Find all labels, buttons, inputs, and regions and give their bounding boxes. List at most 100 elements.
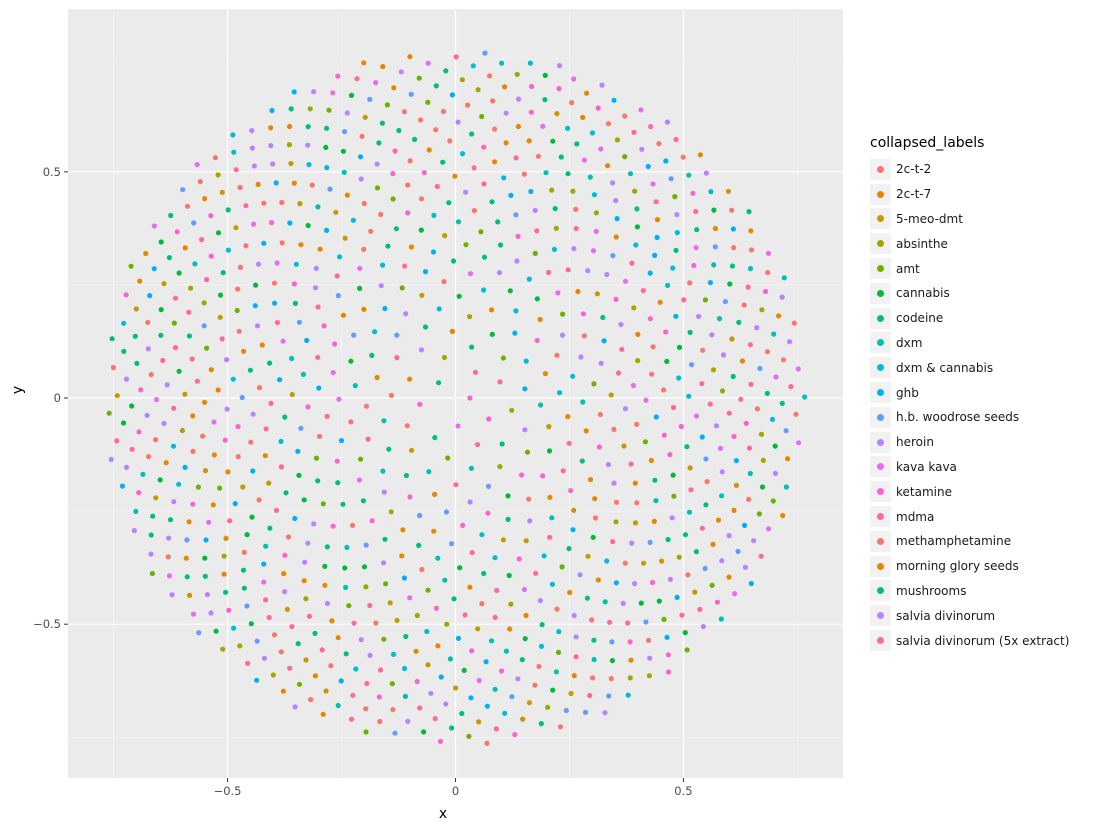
data-point [673, 136, 679, 143]
data-point [217, 485, 223, 491]
data-point [557, 724, 564, 730]
data-point [483, 659, 489, 665]
data-point [440, 159, 446, 165]
data-point [627, 171, 634, 177]
data-point [610, 539, 616, 545]
data-point [402, 263, 408, 269]
legend-label: amt [896, 261, 920, 276]
data-point [714, 599, 721, 605]
data-point [255, 261, 262, 267]
data-point [532, 682, 538, 688]
data-point [418, 347, 424, 353]
data-point [593, 210, 600, 216]
data-point [381, 560, 387, 566]
data-point [449, 328, 455, 334]
data-point [446, 200, 452, 206]
data-point [262, 453, 268, 459]
data-point [328, 663, 334, 669]
data-point [779, 294, 785, 300]
data-point [587, 477, 594, 483]
data-point [303, 657, 309, 663]
data-point [282, 552, 288, 559]
legend-item: heroin [870, 430, 1095, 455]
data-point [340, 312, 346, 318]
data-point [643, 397, 649, 403]
data-point [240, 484, 246, 490]
data-point [213, 628, 219, 634]
data-point [358, 154, 364, 160]
data-point [261, 561, 267, 567]
data-point [682, 630, 688, 636]
data-point [254, 638, 260, 644]
data-point [671, 493, 677, 499]
data-point [136, 429, 142, 435]
data-point [206, 519, 212, 525]
legend-label: 2c-t-7 [896, 187, 932, 202]
data-point [785, 456, 791, 462]
data-point [244, 603, 250, 609]
data-point [573, 225, 579, 232]
data-point [167, 517, 174, 523]
data-point [445, 455, 451, 461]
data-point [201, 323, 207, 329]
data-point [571, 612, 577, 619]
data-point [719, 493, 725, 499]
data-point [632, 581, 638, 587]
data-point [523, 538, 529, 544]
data-point [403, 633, 409, 640]
data-point [665, 652, 672, 658]
data-point [571, 246, 577, 252]
data-point [650, 579, 656, 586]
data-point [388, 509, 394, 515]
data-point [554, 111, 560, 117]
data-point [545, 704, 551, 710]
legend-label: mdma [896, 509, 935, 524]
data-point [399, 285, 405, 291]
data-point [322, 563, 328, 570]
data-point [263, 597, 269, 603]
data-point [292, 515, 298, 522]
data-point [354, 76, 360, 82]
data-point [421, 170, 427, 176]
data-point [426, 469, 432, 475]
data-point [699, 525, 706, 531]
data-point [509, 407, 515, 413]
data-point [717, 445, 724, 451]
data-point [342, 129, 348, 135]
data-point [674, 212, 680, 218]
data-point [348, 92, 355, 98]
data-point [613, 296, 619, 302]
data-point [233, 167, 239, 173]
data-point [742, 522, 748, 529]
data-point [647, 270, 653, 276]
legend-item: mushrooms [870, 579, 1095, 604]
data-point [694, 227, 700, 233]
data-point [467, 584, 473, 590]
data-point [459, 710, 465, 717]
data-point [243, 243, 249, 249]
data-point [224, 406, 230, 412]
data-point [201, 300, 207, 306]
data-point [373, 620, 379, 626]
data-point [528, 188, 534, 195]
data-point [204, 592, 210, 598]
x-axis-ticks: −0.5 0 0.5 [214, 778, 693, 798]
data-point [552, 206, 558, 212]
data-point [729, 336, 735, 342]
x-tick-label: −0.5 [214, 784, 242, 798]
data-point [580, 114, 586, 120]
data-point [589, 130, 596, 136]
data-point [713, 423, 720, 429]
data-point [291, 180, 297, 186]
data-point [219, 336, 225, 342]
data-point [361, 564, 368, 570]
data-point [301, 497, 307, 503]
data-point [327, 186, 333, 192]
data-point [394, 355, 400, 361]
data-point [387, 600, 393, 606]
data-point [532, 250, 538, 256]
data-point [277, 377, 283, 383]
data-point [171, 405, 177, 411]
data-point [324, 413, 330, 419]
data-point [696, 313, 702, 320]
